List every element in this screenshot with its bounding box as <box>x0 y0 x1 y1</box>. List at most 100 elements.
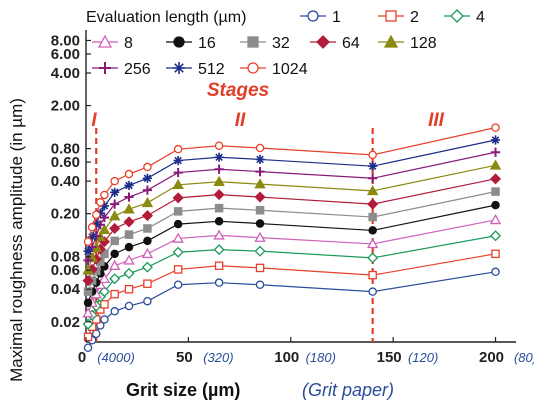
data-point <box>98 272 111 284</box>
x-tick-label: 100 <box>274 349 299 366</box>
data-point <box>124 169 134 179</box>
series-8 <box>82 214 502 318</box>
legend-item-32: 32 <box>240 35 290 52</box>
x-axis-label-group: Grit size (µm) (Grit paper) <box>126 380 394 400</box>
series-line <box>87 139 496 252</box>
data-point <box>124 180 134 191</box>
data-point <box>124 192 134 202</box>
data-point <box>100 315 109 324</box>
y-tick-label: 0.40 <box>51 173 80 190</box>
data-point <box>143 162 152 172</box>
data-point <box>109 222 121 234</box>
data-point <box>255 280 265 290</box>
x-tick-label: 150 <box>377 349 402 366</box>
data-point <box>368 270 377 280</box>
data-point <box>213 229 225 240</box>
legend-label: 512 <box>198 61 225 78</box>
data-point <box>173 219 183 229</box>
data-point <box>143 224 152 233</box>
x-tick-grit-label: (4000) <box>97 350 135 365</box>
data-point <box>95 208 105 218</box>
legend-label: 8 <box>124 35 133 52</box>
data-point <box>141 247 154 259</box>
y-tick-label: 0.60 <box>51 154 80 171</box>
data-point <box>368 173 378 183</box>
data-point <box>124 301 134 311</box>
data-point <box>490 173 502 185</box>
y-tick-label: 6.00 <box>51 46 80 63</box>
data-point <box>91 329 101 338</box>
data-point <box>255 143 265 153</box>
x-axis-sublabel: (Grit paper) <box>302 380 394 400</box>
data-point <box>490 135 501 145</box>
legend: Evaluation length (µm) 1 2 4 8 16 32 64 128 256 51… <box>86 9 485 78</box>
data-point <box>83 332 93 342</box>
data-point <box>110 199 120 209</box>
data-point <box>213 244 225 256</box>
series-layer <box>82 123 502 353</box>
data-point <box>83 237 93 246</box>
legend-label: 128 <box>410 35 437 52</box>
series-512 <box>83 135 501 256</box>
data-point <box>82 307 94 318</box>
data-point <box>368 161 378 171</box>
data-point <box>110 249 119 259</box>
x-tick-label: 200 <box>479 349 504 366</box>
data-point <box>124 284 134 294</box>
data-point <box>255 166 265 177</box>
legend-item-1024: 1024 <box>240 61 308 78</box>
legend-item-4: 4 <box>444 9 485 26</box>
y-tick-label: 0.06 <box>51 262 80 279</box>
y-tick-label: 0.04 <box>51 281 81 298</box>
stages-title: Stages <box>207 80 269 101</box>
data-point <box>124 230 134 239</box>
series-2 <box>83 249 500 342</box>
data-point <box>366 237 379 249</box>
stage-label-3: III <box>428 110 445 131</box>
data-point <box>255 219 265 228</box>
data-point <box>173 144 183 154</box>
legend-marker <box>97 34 113 48</box>
data-point <box>367 198 379 210</box>
stage-label-1: I <box>91 110 97 131</box>
data-point <box>489 214 502 225</box>
legend-marker <box>385 10 397 22</box>
data-point <box>214 261 224 270</box>
series-1024 <box>83 123 500 246</box>
data-point <box>367 252 379 264</box>
data-point <box>141 196 154 208</box>
legend-label: 256 <box>124 61 151 78</box>
data-point <box>214 278 224 287</box>
legend-item-16: 16 <box>166 35 216 52</box>
x-tick-grit-label: (120) <box>408 350 438 365</box>
data-point <box>87 232 97 242</box>
data-point <box>110 187 120 197</box>
data-point <box>91 220 101 230</box>
legend-item-8: 8 <box>92 34 133 52</box>
data-point <box>173 280 183 290</box>
x-tick-grit-label: (180) <box>306 350 336 365</box>
data-point <box>213 175 225 186</box>
data-point <box>368 287 377 296</box>
data-point <box>142 185 153 195</box>
data-point <box>173 155 183 166</box>
legend-label: 16 <box>198 35 216 52</box>
data-point <box>255 154 265 165</box>
data-point <box>143 236 152 246</box>
legend-label: 1 <box>332 9 341 26</box>
data-point <box>83 298 93 307</box>
data-point <box>110 307 119 316</box>
series-32 <box>83 187 500 296</box>
data-point <box>99 201 110 211</box>
data-point <box>254 178 266 189</box>
x-tick-label: 0 <box>78 349 86 366</box>
y-axis-ticks: 0.02 0.04 0.060.08 0.20 0.40 0.600.80 2.00 4.00… <box>51 32 91 331</box>
data-point <box>141 261 153 273</box>
data-point <box>141 210 153 222</box>
legend-marker <box>450 9 464 23</box>
data-point <box>491 200 500 210</box>
legend-label: 4 <box>476 9 485 26</box>
data-point <box>214 203 224 213</box>
x-tick-label: 50 <box>176 349 193 366</box>
